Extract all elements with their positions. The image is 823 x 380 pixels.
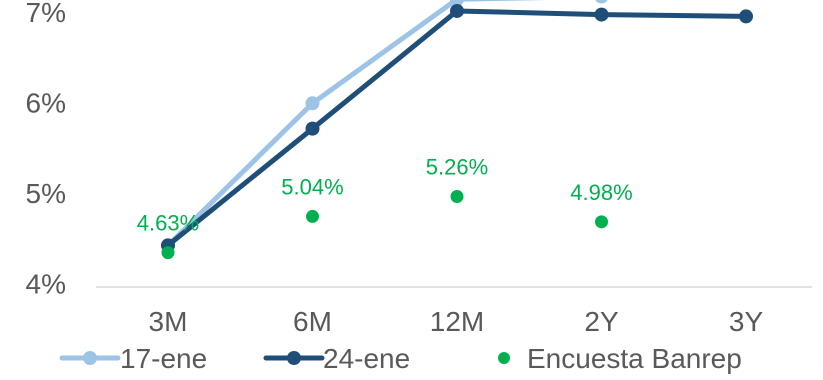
data-point: [450, 3, 464, 18]
legend-label: 17-ene: [120, 343, 207, 374]
data-label: 4.63%: [137, 211, 199, 236]
scatter-point: [450, 190, 464, 203]
x-tick-label: 12M: [430, 306, 484, 337]
legend-marker: [287, 351, 301, 365]
legend-marker: [498, 352, 510, 364]
data-label: 5.26%: [426, 155, 488, 180]
series-line-24-ene: [165, 8, 749, 248]
legend-label: 24-ene: [323, 343, 410, 374]
y-tick-label: 6%: [26, 87, 66, 118]
y-tick-label: 5%: [26, 178, 66, 209]
data-label: 5.04%: [281, 174, 343, 199]
scatter-point: [595, 215, 608, 229]
x-tick-label: 2Y: [584, 306, 619, 337]
x-tick-label: 6M: [293, 306, 332, 337]
data-point: [739, 9, 753, 24]
y-tick-label: 4%: [26, 268, 66, 299]
data-point: [595, 0, 608, 4]
legend-label: Encuesta Banrep: [527, 343, 742, 374]
data-point: [305, 96, 320, 111]
y-tick-label: 7%: [26, 0, 66, 28]
legend-marker: [83, 351, 97, 365]
scatter-point: [306, 209, 319, 223]
data-label: 4.98%: [570, 180, 632, 205]
x-tick-label: 3Y: [729, 306, 764, 337]
data-point: [305, 121, 320, 136]
x-tick-label: 3M: [149, 306, 188, 337]
data-point: [594, 7, 609, 22]
data-point: [450, 0, 464, 7]
series-line-17-ene: [165, 0, 549, 248]
scatter-point: [161, 246, 175, 260]
